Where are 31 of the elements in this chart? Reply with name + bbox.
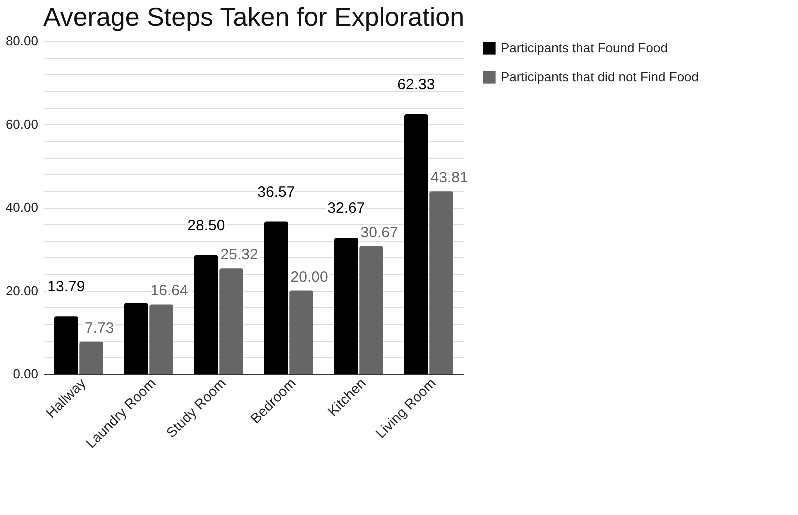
data-label: 36.57: [258, 184, 296, 201]
chart-title: Average Steps Taken for Exploration: [43, 2, 465, 32]
y-tick-label: 80.00: [6, 34, 38, 48]
bar: [124, 303, 148, 374]
bar: [360, 246, 384, 374]
data-label: 43.81: [430, 170, 468, 187]
y-tick-label: 0.00: [13, 366, 38, 382]
bar: [80, 342, 104, 374]
bar: [404, 114, 428, 374]
bar: [54, 316, 78, 374]
data-label: 7.73: [84, 320, 114, 337]
data-label: 20.00: [290, 268, 328, 286]
data-label: 30.67: [360, 224, 398, 242]
bar: [430, 192, 454, 374]
bar: [150, 304, 174, 374]
y-tick-label: 40.00: [6, 200, 38, 215]
bar: [264, 222, 288, 374]
data-label: 28.50: [188, 217, 226, 234]
data-label: 25.32: [220, 246, 258, 264]
bar: [290, 290, 314, 374]
legend-label: Participants that did not Find Food: [501, 70, 700, 84]
data-label: 16.64: [150, 282, 188, 300]
data-label: 32.67: [328, 200, 366, 218]
legend-label: Participants that Found Food: [501, 40, 668, 56]
bar: [220, 268, 244, 374]
bar: [194, 255, 218, 374]
y-tick-label: 20.00: [6, 283, 38, 298]
data-label: 13.79: [48, 278, 86, 296]
y-tick-label: 60.00: [6, 116, 38, 132]
data-label: 62.33: [398, 76, 436, 94]
bar: [334, 238, 358, 374]
